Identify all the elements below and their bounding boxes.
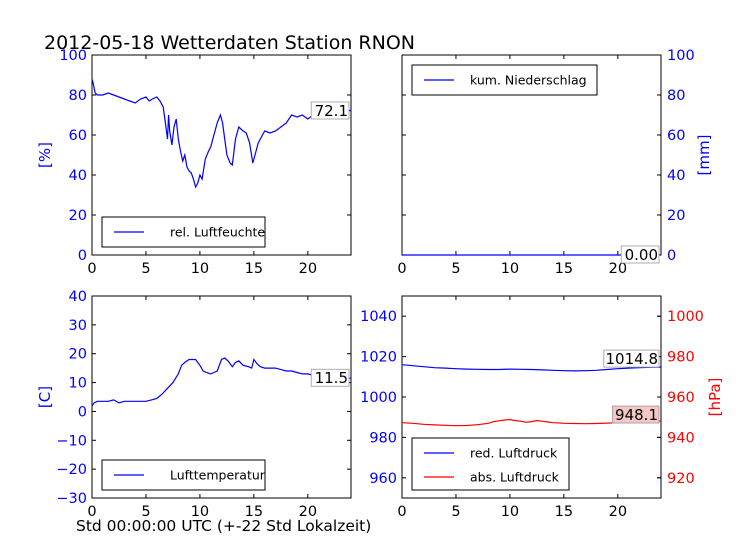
y-axis-label: [C] [36,386,54,408]
y-tick-label: −30 [56,491,87,507]
series-line [91,78,352,189]
current-value-label-box [310,368,350,387]
panel-top-right: 0 5 10 15 20 0 20 40 60 80 100 [mm] kum. Niederschla… [397,48,713,277]
y-tick-label: 80 [69,88,87,104]
x-tick-label: 10 [191,504,209,520]
y-axis-label: [mm] [695,135,713,176]
y-axis-label: [%] [36,142,54,168]
y-tick-label: 30 [69,318,87,334]
legend-label: abs. Luftdruck [470,470,560,485]
x-tick-label: 20 [299,504,317,520]
current-value-label-box [310,101,350,120]
x-tick-label: 5 [141,504,150,520]
legend-box [411,437,570,491]
y-tick-label: 40 [69,289,87,305]
y-tick-label: 20 [69,347,87,363]
x-tick-label: 0 [397,504,406,520]
y-tick-label: 40 [667,168,685,184]
plot-frame [91,295,352,499]
x-tick-label: 15 [245,504,263,520]
y-tick-label: 60 [667,128,685,144]
legend-label: rel. Luftfeuchte [170,225,265,240]
y-tick-label: 960 [369,471,397,487]
y-tick-label: −20 [56,462,87,478]
y-tick-label: 980 [369,430,397,446]
current-value-label: 948.1 [615,406,658,424]
plot-frame [91,54,352,256]
x-tick-label: 0 [87,504,96,520]
y-tick-label: 60 [69,128,87,144]
current-value-label-box [603,349,660,368]
x-tick-label: 15 [555,504,573,520]
y-tick-label: 100 [59,48,87,64]
y-tick-label: 10 [69,376,87,392]
y-tick-label: 0 [667,248,676,264]
current-value-label-box [620,245,660,264]
y-tick-label: 1040 [360,309,397,325]
y-tick-label: 0 [78,248,87,264]
current-value-label: 0.00 [625,246,658,264]
y2-tick-label: 1000 [667,309,704,325]
legend-label: Lufttemperatur [170,468,266,483]
series-line [401,364,662,372]
current-value-label: 1014.8 [606,350,659,368]
y-tick-label: 100 [667,48,695,64]
figure-title: 2012-05-18 Wetterdaten Station RNON [44,32,415,54]
y2-axis-label: [hPa] [706,378,724,417]
y2-tick-label: 920 [667,471,695,487]
figure-xlabel: Std 00:00:00 UTC (+-22 Std Lokalzeit) [76,517,371,535]
y-tick-label: −10 [56,433,87,449]
x-tick-label: 5 [451,261,460,277]
x-tick-label: 20 [299,261,317,277]
x-tick-label: 15 [555,261,573,277]
x-tick-label: 15 [245,261,263,277]
y-tick-label: 80 [667,88,685,104]
x-tick-label: 0 [397,261,406,277]
series-line [91,357,351,407]
x-tick-label: 5 [141,261,150,277]
y2-tick-label: 980 [667,350,695,366]
y-tick-label: 40 [69,168,87,184]
y-tick-label: 1020 [360,350,397,366]
y-tick-label: 0 [78,404,87,420]
x-tick-label: 20 [609,504,627,520]
x-tick-label: 10 [501,261,519,277]
x-tick-label: 10 [191,261,209,277]
y-tick-label: 20 [667,208,685,224]
legend-label: red. Luftdruck [470,446,558,461]
y2-tick-label: 940 [667,430,695,446]
panel-bottom-left: 0 5 10 15 20 −30 −20 −10 0 10 20 30 40 [C] Lufttempera… [36,289,352,520]
x-tick-label: 0 [87,261,96,277]
series-line [401,418,662,427]
panel-bottom-right: 0 5 10 15 20 960 980 1000 1020 1040 920 940 960 980 10… [360,295,724,520]
panel-top-left: 0 5 10 15 20 0 20 40 60 80 100 [%] rel. Luftfeuchte 7… [36,48,352,277]
x-tick-label: 20 [609,261,627,277]
current-value-label: 72.1 [315,102,348,120]
y-tick-label: 20 [69,208,87,224]
y-tick-label: 1000 [360,390,397,406]
x-tick-label: 5 [451,504,460,520]
x-tick-label: 10 [501,504,519,520]
current-value-label-box [612,405,660,424]
current-value-label: 11.5 [315,369,348,387]
y2-tick-label: 960 [667,390,695,406]
legend-label: kum. Niederschlag [470,73,587,88]
